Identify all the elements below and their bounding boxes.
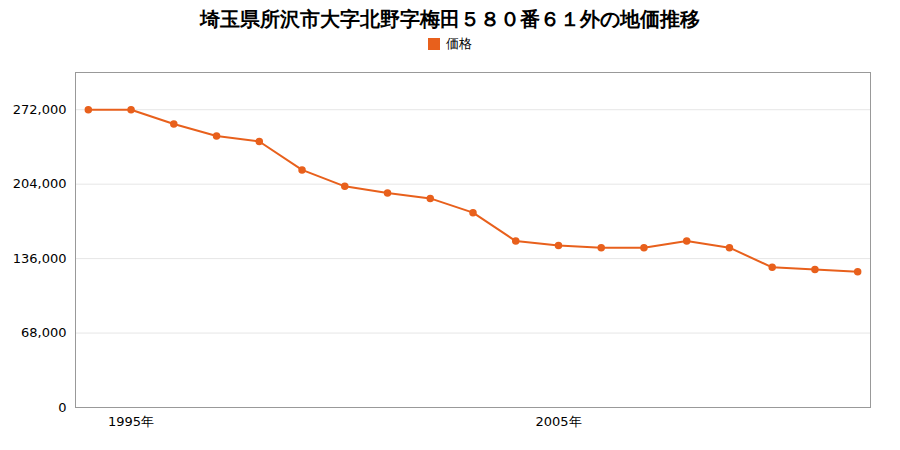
svg-text:2005年: 2005年	[535, 414, 581, 429]
svg-text:0: 0	[58, 400, 66, 415]
svg-text:272,000: 272,000	[13, 102, 67, 117]
html-text:埼玉県所沢市大字北野字梅田５８０番６１外の地価推移: 埼玉県所沢市大字北野字梅田５８０番６１外の地価推移	[200, 7, 700, 31]
svg-text:1995年: 1995年	[108, 414, 154, 429]
svg-text:136,000: 136,000	[13, 251, 67, 266]
svg-text:204,000: 204,000	[13, 176, 67, 191]
html-text:価格: 価格	[446, 36, 472, 51]
svg-text:68,000: 68,000	[21, 325, 67, 340]
